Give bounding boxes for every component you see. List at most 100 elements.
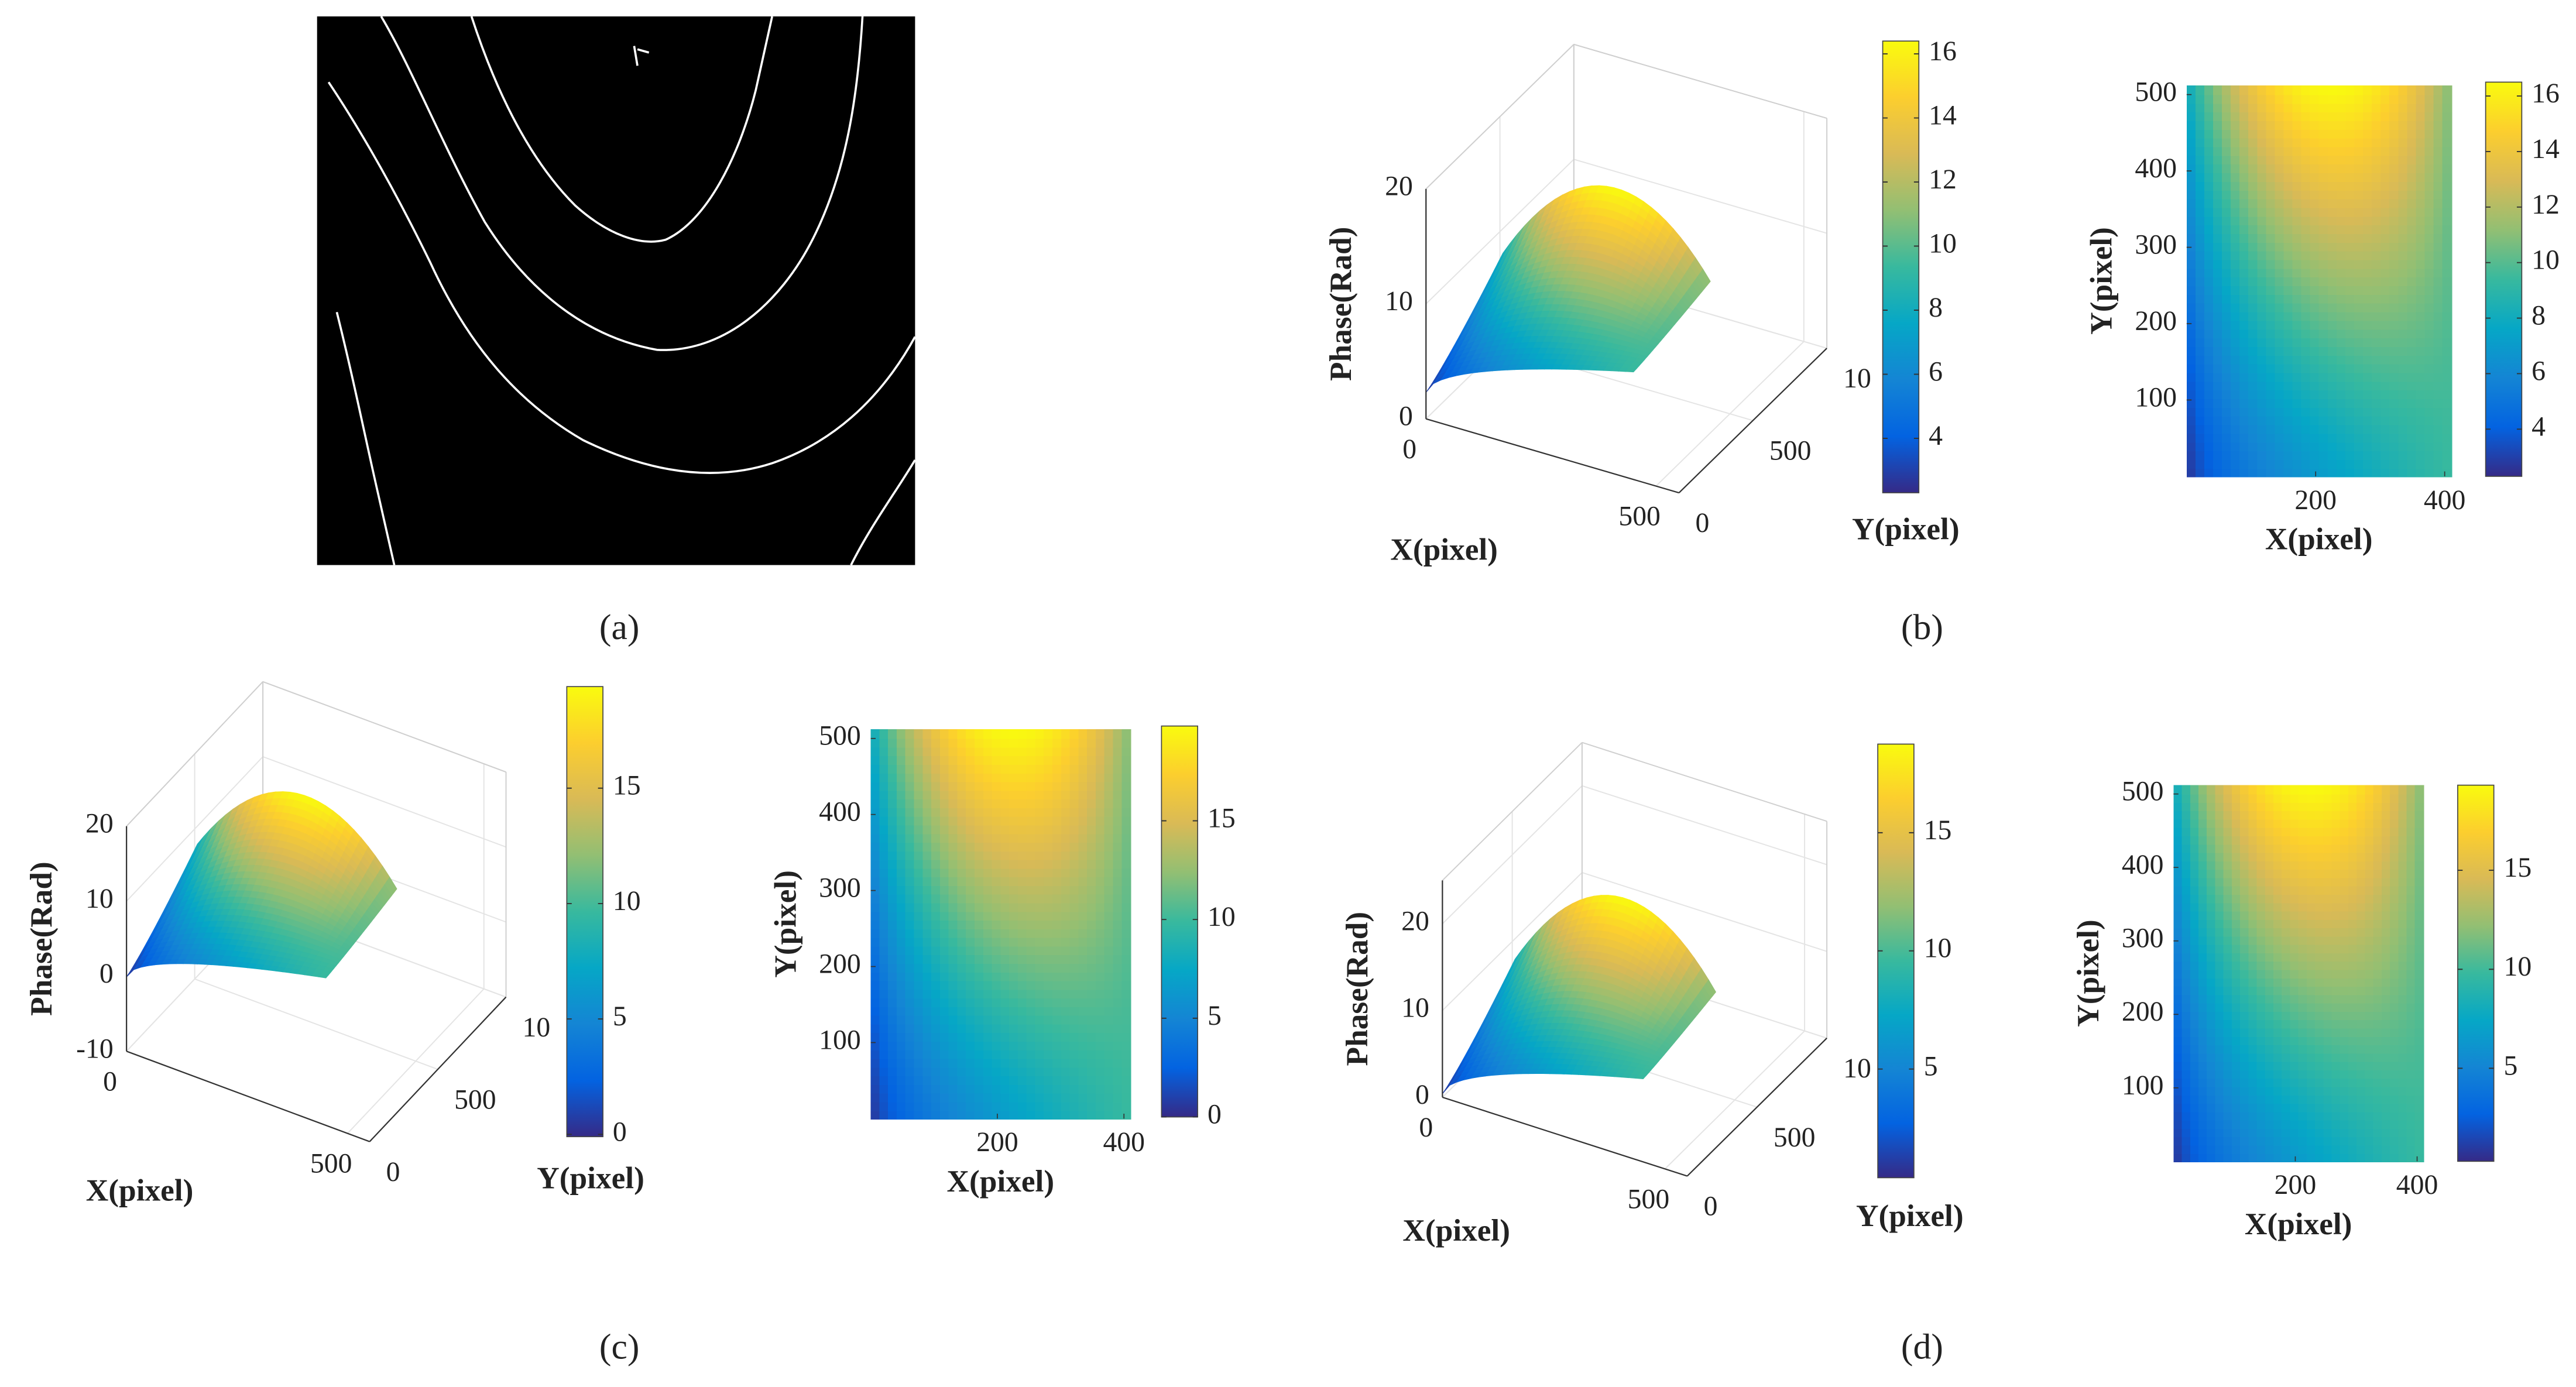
heatmap-cell bbox=[2275, 85, 2285, 95]
heatmap-cell bbox=[939, 1014, 950, 1025]
heatmap-cell bbox=[1113, 867, 1123, 878]
heatmap-cell bbox=[948, 764, 959, 774]
heatmap-cell bbox=[2275, 190, 2285, 200]
heatmap-cell bbox=[2239, 190, 2249, 200]
heatmap-cell bbox=[1044, 894, 1054, 904]
heatmap-cell bbox=[888, 1093, 898, 1103]
heatmap-cell bbox=[2416, 407, 2426, 417]
heatmap-cell bbox=[2433, 120, 2444, 130]
heatmap-cell bbox=[1044, 1032, 1054, 1042]
heatmap-cell bbox=[2301, 416, 2311, 425]
heatmap-cell bbox=[2424, 250, 2435, 260]
heatmap-cell bbox=[2363, 163, 2373, 174]
heatmap-cell bbox=[879, 1014, 889, 1025]
heatmap-cell bbox=[888, 1023, 898, 1034]
heatmap-cell bbox=[922, 1066, 932, 1077]
heatmap-cell bbox=[2186, 337, 2197, 347]
heatmap-cell bbox=[2389, 416, 2399, 425]
heatmap-cell bbox=[2275, 120, 2285, 130]
heatmap-cell bbox=[1052, 997, 1062, 1007]
heatmap-cell bbox=[2354, 155, 2364, 165]
heatmap-cell bbox=[1069, 1066, 1080, 1077]
heatmap-cell bbox=[1078, 859, 1088, 869]
heatmap-cell bbox=[2222, 424, 2232, 434]
heatmap-cell bbox=[2248, 328, 2258, 339]
heatmap-cell bbox=[1026, 980, 1037, 990]
heatmap-cell bbox=[2222, 380, 2232, 391]
heatmap-cell bbox=[2318, 120, 2329, 130]
heatmap-cell bbox=[2275, 337, 2285, 347]
heatmap-cell bbox=[2283, 407, 2294, 417]
grid-line bbox=[1425, 43, 1827, 190]
heatmap-cell bbox=[992, 746, 1002, 757]
heatmap-cell bbox=[1121, 902, 1131, 912]
heatmap-cell bbox=[957, 911, 967, 921]
heatmap-cell bbox=[2389, 146, 2399, 156]
heatmap-cell bbox=[905, 798, 915, 808]
heatmap-cell bbox=[2381, 398, 2390, 408]
heatmap-cell bbox=[1035, 954, 1045, 964]
y-tick-label: 500 bbox=[819, 720, 861, 751]
heatmap-cell bbox=[1026, 1014, 1037, 1025]
heatmap-cell bbox=[2336, 459, 2347, 469]
heatmap-cell bbox=[1061, 1093, 1071, 1103]
colorbar-tick-label: 5 bbox=[613, 1001, 627, 1032]
heatmap-cell bbox=[992, 1110, 1002, 1120]
heatmap-cell bbox=[966, 1110, 976, 1120]
heatmap-cell bbox=[974, 824, 985, 835]
heatmap-cell bbox=[2389, 155, 2399, 165]
heatmap-cell bbox=[879, 997, 889, 1007]
heatmap-cell bbox=[974, 798, 985, 808]
heatmap-cell bbox=[914, 1093, 924, 1103]
y-tick-label: 100 bbox=[2135, 382, 2177, 413]
heatmap-cell bbox=[1052, 833, 1062, 843]
heatmap-cell bbox=[2327, 155, 2338, 165]
heatmap-cell bbox=[2407, 111, 2417, 122]
heatmap-cell bbox=[2222, 259, 2232, 269]
heatmap-cell bbox=[2424, 181, 2435, 191]
heatmap-cell bbox=[2275, 146, 2285, 156]
heatmap-cell bbox=[2433, 303, 2444, 313]
heatmap-cell bbox=[2283, 146, 2294, 156]
heatmap-cell bbox=[992, 816, 1002, 826]
heatmap-cell bbox=[2213, 276, 2223, 287]
heatmap-cell bbox=[1095, 936, 1106, 947]
heatmap-cell bbox=[1009, 850, 1019, 860]
heatmap-cell bbox=[2292, 398, 2303, 408]
heatmap-cell bbox=[948, 746, 959, 757]
heatmap-cell bbox=[931, 798, 941, 808]
heatmap-cell bbox=[1000, 1006, 1010, 1016]
heatmap-cell bbox=[2195, 337, 2205, 347]
x-axis-label: X(pixel) bbox=[947, 1163, 1055, 1199]
heatmap-cell bbox=[2292, 285, 2303, 295]
heatmap-cell bbox=[1026, 859, 1037, 869]
heatmap-cell bbox=[2231, 190, 2241, 200]
heatmap-cell bbox=[1104, 789, 1114, 800]
heatmap-cell bbox=[2398, 459, 2409, 469]
heatmap-cell bbox=[1026, 789, 1037, 800]
heatmap-cell bbox=[2389, 441, 2399, 452]
heatmap-cell bbox=[2424, 380, 2435, 391]
heatmap-cell bbox=[2381, 416, 2390, 425]
heatmap-cell bbox=[1104, 859, 1114, 869]
heatmap-cell bbox=[1044, 1014, 1054, 1025]
heatmap-cell bbox=[922, 859, 932, 869]
heatmap-cell bbox=[2257, 285, 2268, 295]
heatmap-cell bbox=[2213, 111, 2223, 122]
heatmap-cell bbox=[966, 729, 976, 739]
heatmap-cell bbox=[2213, 85, 2223, 95]
heatmap-cell bbox=[2248, 372, 2258, 382]
heatmap-cell bbox=[1095, 1049, 1106, 1059]
heatmap-cell bbox=[2372, 207, 2382, 217]
heatmap-cell bbox=[2416, 441, 2426, 452]
heatmap-cell bbox=[2354, 407, 2364, 417]
heatmap-cell bbox=[1052, 755, 1062, 765]
heatmap-cell bbox=[2222, 120, 2232, 130]
heatmap-cell bbox=[2301, 346, 2311, 356]
heatmap-cell bbox=[2310, 450, 2320, 460]
heatmap-cell bbox=[888, 954, 898, 964]
heatmap-cell bbox=[1052, 1093, 1062, 1103]
heatmap-cell bbox=[1104, 936, 1114, 947]
heatmap-cell bbox=[931, 945, 941, 956]
heatmap-cell bbox=[2416, 138, 2426, 147]
